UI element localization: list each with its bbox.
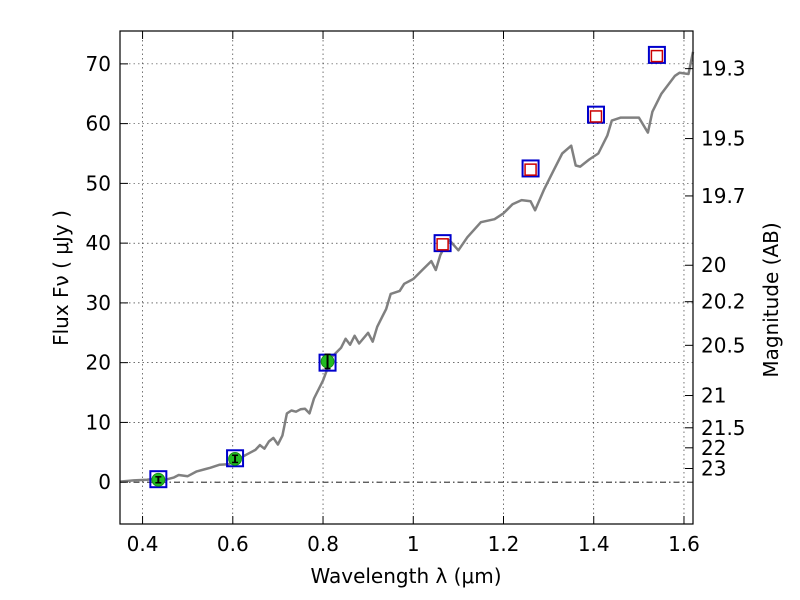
x-tick-label: 1.4: [578, 532, 610, 556]
observed-limit-point: [436, 238, 449, 251]
x-tick-label: 1: [407, 532, 420, 556]
x-tick-label: 0.4: [127, 532, 159, 556]
observed-limit-point: [650, 49, 664, 63]
y-tick-label: 50: [86, 171, 111, 195]
spectrum-line: [119, 51, 695, 483]
x-tick-label: 0.6: [217, 532, 249, 556]
y-axis-title: Flux Fν ( μJy ): [49, 210, 73, 346]
model-photometry-point: [149, 470, 168, 489]
y-tick-label: 60: [86, 112, 111, 136]
magnitude-tick-label: 19.3: [701, 57, 746, 81]
x-tick-label: 0.8: [307, 532, 339, 556]
model-photometry-point: [433, 234, 452, 253]
observed-limit-point: [589, 110, 603, 123]
magnitude-axis-title: Magnitude (AB): [759, 222, 783, 377]
magnitude-tick-label: 20.5: [701, 333, 746, 357]
magnitude-tick-label: 19.5: [701, 127, 746, 151]
magnitude-tick-label: 19.7: [701, 184, 746, 208]
model-photometry-point: [647, 45, 666, 64]
plot-area: [119, 45, 695, 489]
magnitude-tick-label: 21.5: [701, 416, 746, 440]
y-tick-label: 10: [86, 410, 111, 434]
y-tick-label: 70: [86, 52, 111, 76]
magnitude-tick-label: 20: [701, 253, 726, 277]
y-tick-label: 30: [86, 291, 111, 315]
axes: 0.4 0.6 0.8 1 1.2 1.4 1.6 0 10 20 30 40 50 60 70 19.3 19…: [86, 31, 746, 556]
y-tick-label: 0: [98, 470, 111, 494]
magnitude-tick-label: 20.2: [701, 290, 746, 314]
plot-frame: [119, 30, 694, 525]
model-photometry-point: [521, 159, 540, 178]
grid: [120, 31, 693, 524]
x-tick-label: 1.6: [668, 532, 700, 556]
y-tick-label: 40: [86, 231, 111, 255]
magnitude-tick-label: 21: [701, 384, 726, 408]
observed-limit-point: [524, 163, 537, 176]
x-tick-label: 1.2: [488, 532, 520, 556]
magnitude-tick-label: 22: [701, 436, 726, 460]
x-axis-title: Wavelength λ (μm): [310, 564, 501, 588]
magnitude-tick-label: 23: [701, 456, 726, 480]
y-tick-label: 20: [86, 351, 111, 375]
model-photometry-point: [226, 449, 245, 468]
